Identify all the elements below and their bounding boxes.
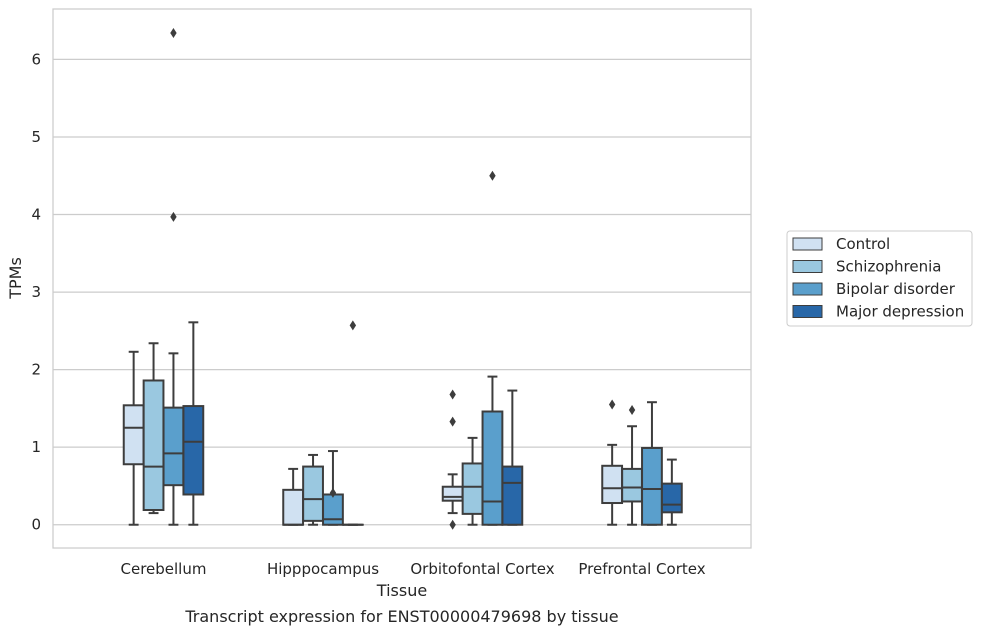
y-tick-label: 3 [31, 283, 41, 301]
box-iqr [461, 462, 484, 515]
box-control [441, 389, 464, 530]
x-tick-label: Prefrontal Cortex [578, 560, 705, 578]
outlier-point [170, 28, 177, 39]
outlier-point [449, 389, 456, 400]
box-control [282, 467, 305, 526]
box-iqr [302, 465, 324, 522]
legend-frame [786, 230, 973, 327]
outlier-point [329, 487, 337, 498]
x-tick-label: Hipppocampus [267, 560, 379, 578]
y-tick-label: 6 [31, 50, 41, 68]
outlier-point [449, 519, 456, 530]
box-schizophrenia [461, 436, 484, 526]
box-iqr [122, 404, 145, 466]
legend-label: Major depression [836, 303, 964, 321]
box-control [601, 399, 624, 526]
box-plots [122, 28, 683, 530]
outlier-point [449, 416, 456, 427]
outlier-point [628, 404, 636, 415]
x-axis-label: Tissue [376, 581, 427, 600]
y-tick-labels: 0 1 2 3 4 5 6 [31, 50, 41, 533]
y-tick-label: 4 [31, 206, 41, 224]
box-schizophrenia [142, 342, 165, 515]
outlier-point [349, 320, 357, 331]
box-major-depression [341, 320, 364, 526]
y-tick-label: 1 [31, 438, 41, 456]
box-bipolar-disorder [481, 170, 504, 526]
box-schizophrenia [621, 404, 643, 526]
box-iqr [501, 465, 524, 526]
box-iqr [481, 410, 504, 526]
y-axis-label: TPMs [6, 257, 25, 300]
box-iqr [441, 485, 464, 502]
legend-label: Schizophrenia [836, 258, 941, 276]
outlier-point [170, 211, 177, 222]
legend-swatch [792, 305, 823, 318]
outlier-point [489, 170, 496, 181]
box-iqr [182, 405, 205, 496]
y-tick-label: 5 [31, 128, 41, 146]
box-major-depression [660, 458, 683, 526]
box-bipolar-disorder [322, 450, 344, 526]
box-control [122, 350, 145, 526]
legend-label: Bipolar disorder [836, 280, 956, 298]
plot-frame [52, 8, 752, 549]
box-iqr [621, 467, 643, 503]
outlier-point [608, 399, 616, 410]
legend-swatch [792, 260, 823, 273]
box-iqr [641, 446, 663, 526]
box-iqr [660, 482, 683, 514]
box-major-depression [182, 321, 205, 526]
box-major-depression [501, 389, 524, 526]
box-schizophrenia [302, 453, 324, 526]
chart-caption: Transcript expression for ENST0000047969… [184, 607, 618, 626]
legend-swatch [792, 282, 823, 296]
legend-label: Control [836, 235, 890, 253]
legend-swatch [792, 237, 823, 251]
y-tick-label: 0 [31, 516, 41, 534]
y-tick-label: 2 [31, 361, 41, 379]
box-iqr [601, 464, 624, 505]
box-bipolar-disorder [162, 28, 185, 526]
box-iqr [162, 406, 185, 487]
box-iqr [282, 488, 305, 526]
x-tick-label: Orbitofontal Cortex [410, 560, 554, 578]
x-tick-label: Cerebellum [121, 560, 207, 578]
x-tick-labels: Cerebellum Hipppocampus Orbitofontal Corte… [121, 560, 706, 578]
box-iqr [142, 379, 165, 511]
box-bipolar-disorder [641, 401, 663, 526]
legend: Control Schizophrenia Bipolar disorder Majo… [786, 230, 973, 327]
